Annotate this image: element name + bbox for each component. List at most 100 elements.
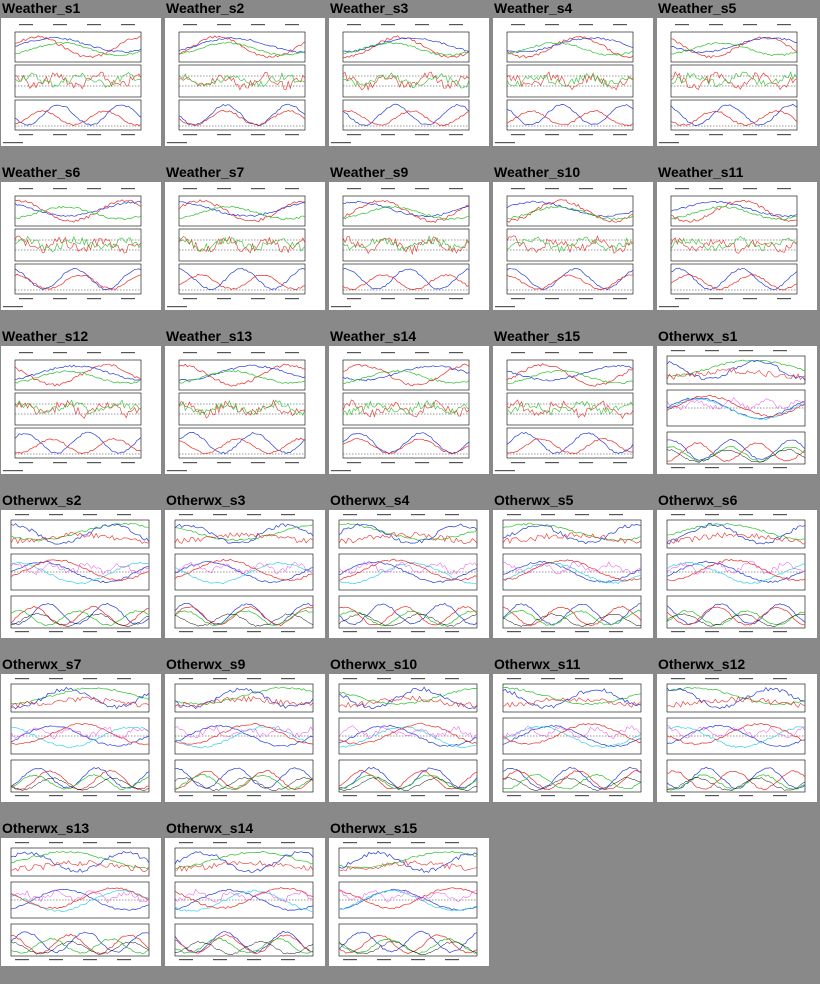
thumbnail-cell[interactable]: Otherwx_s7 xyxy=(0,656,164,820)
thumbnail-title[interactable]: Otherwx_s7 xyxy=(2,656,82,672)
thumbnail-title[interactable]: Weather_s12 xyxy=(2,328,89,344)
thumbnail-cell[interactable]: Weather_s13 xyxy=(164,328,328,492)
timeseries-plot-icon xyxy=(495,24,634,144)
thumbnail-cell[interactable]: Otherwx_s5 xyxy=(492,492,656,656)
thumbnail-cell[interactable]: Otherwx_s13 xyxy=(0,820,164,984)
thumbnail-title[interactable]: Weather_s6 xyxy=(2,164,81,180)
thumbnail-image[interactable] xyxy=(165,674,325,802)
thumbnail-image[interactable] xyxy=(657,346,817,474)
thumbnail-image[interactable] xyxy=(493,18,653,146)
timeseries-plot-icon xyxy=(331,188,470,308)
thumbnail-title[interactable]: Weather_s7 xyxy=(166,164,245,180)
thumbnail-cell[interactable]: Weather_s1 xyxy=(0,0,164,164)
thumbnail-image[interactable] xyxy=(329,674,489,802)
thumbnail-image[interactable] xyxy=(165,838,325,966)
thumbnail-title[interactable]: Weather_s9 xyxy=(330,164,409,180)
timeseries-plot-icon xyxy=(502,678,642,797)
timeseries-plot-icon xyxy=(666,350,806,469)
thumbnail-image[interactable] xyxy=(1,674,161,802)
thumbnail-image[interactable] xyxy=(657,182,817,310)
timeseries-plot-icon xyxy=(10,678,150,797)
thumbnail-image[interactable] xyxy=(493,182,653,310)
thumbnail-title[interactable]: Otherwx_s4 xyxy=(330,492,410,508)
thumbnail-title[interactable]: Otherwx_s11 xyxy=(494,656,581,672)
thumbnail-image[interactable] xyxy=(1,838,161,966)
thumbnail-cell[interactable]: Weather_s11 xyxy=(656,164,820,328)
timeseries-plot-icon xyxy=(3,352,142,472)
thumbnail-title[interactable]: Weather_s14 xyxy=(330,328,417,344)
thumbnail-title[interactable]: Otherwx_s5 xyxy=(494,492,574,508)
thumbnail-cell[interactable]: Otherwx_s14 xyxy=(164,820,328,984)
thumbnail-cell[interactable]: Weather_s12 xyxy=(0,328,164,492)
thumbnail-image[interactable] xyxy=(165,182,325,310)
thumbnail-title[interactable]: Otherwx_s6 xyxy=(658,492,738,508)
timeseries-plot-icon xyxy=(3,188,142,308)
thumbnail-image[interactable] xyxy=(1,182,161,310)
thumbnail-title[interactable]: Weather_s15 xyxy=(494,328,581,344)
thumbnail-title[interactable]: Otherwx_s12 xyxy=(658,656,746,672)
thumbnail-title[interactable]: Otherwx_s13 xyxy=(2,820,90,836)
thumbnail-cell[interactable]: Otherwx_s3 xyxy=(164,492,328,656)
thumbnail-image[interactable] xyxy=(329,182,489,310)
timeseries-plot-icon xyxy=(167,24,306,144)
thumbnail-title[interactable]: Otherwx_s2 xyxy=(2,492,82,508)
thumbnail-cell[interactable]: Weather_s14 xyxy=(328,328,492,492)
thumbnail-image[interactable] xyxy=(493,346,653,474)
thumbnail-cell[interactable]: Weather_s5 xyxy=(656,0,820,164)
thumbnail-image[interactable] xyxy=(329,510,489,638)
thumbnail-image[interactable] xyxy=(329,838,489,966)
thumbnail-cell[interactable]: Otherwx_s9 xyxy=(164,656,328,820)
thumbnail-title[interactable]: Weather_s3 xyxy=(330,0,409,16)
thumbnail-image[interactable] xyxy=(493,674,653,802)
thumbnail-cell[interactable]: Weather_s4 xyxy=(492,0,656,164)
timeseries-plot-icon xyxy=(167,352,306,472)
thumbnail-title[interactable]: Otherwx_s14 xyxy=(166,820,254,836)
thumbnail-title[interactable]: Weather_s5 xyxy=(658,0,737,16)
thumbnail-image[interactable] xyxy=(329,18,489,146)
thumbnail-image[interactable] xyxy=(1,18,161,146)
thumbnail-title[interactable]: Otherwx_s1 xyxy=(658,328,738,344)
thumbnail-cell[interactable]: Weather_s6 xyxy=(0,164,164,328)
thumbnail-cell[interactable]: Otherwx_s15 xyxy=(328,820,492,984)
thumbnail-image[interactable] xyxy=(657,18,817,146)
thumbnail-title[interactable]: Weather_s2 xyxy=(166,0,245,16)
thumbnail-image[interactable] xyxy=(1,346,161,474)
thumbnail-title[interactable]: Otherwx_s9 xyxy=(166,656,246,672)
thumbnail-cell[interactable]: Otherwx_s2 xyxy=(0,492,164,656)
thumbnail-title[interactable]: Weather_s1 xyxy=(2,0,81,16)
thumbnail-cell[interactable]: Weather_s3 xyxy=(328,0,492,164)
thumbnail-title[interactable]: Weather_s4 xyxy=(494,0,573,16)
thumbnail-image[interactable] xyxy=(329,346,489,474)
thumbnail-cell[interactable]: Weather_s10 xyxy=(492,164,656,328)
timeseries-plot-icon xyxy=(3,24,142,144)
thumbnail-cell[interactable]: Otherwx_s12 xyxy=(656,656,820,820)
thumbnail-cell[interactable]: Otherwx_s11 xyxy=(492,656,656,820)
thumbnail-title[interactable]: Weather_s10 xyxy=(494,164,581,180)
thumbnail-cell[interactable]: Weather_s2 xyxy=(164,0,328,164)
thumbnail-cell[interactable]: Otherwx_s4 xyxy=(328,492,492,656)
thumbnail-image[interactable] xyxy=(657,674,817,802)
timeseries-plot-icon xyxy=(338,678,478,797)
thumbnail-cell[interactable]: Otherwx_s1 xyxy=(656,328,820,492)
thumbnail-cell[interactable]: Weather_s9 xyxy=(328,164,492,328)
thumbnail-cell[interactable]: Otherwx_s10 xyxy=(328,656,492,820)
thumbnail-image[interactable] xyxy=(657,510,817,638)
thumbnail-image[interactable] xyxy=(1,510,161,638)
thumbnail-image[interactable] xyxy=(165,18,325,146)
timeseries-plot-icon xyxy=(331,24,470,144)
thumbnail-cell[interactable]: Weather_s15 xyxy=(492,328,656,492)
timeseries-plot-icon xyxy=(174,514,314,633)
thumbnail-cell[interactable]: Weather_s7 xyxy=(164,164,328,328)
thumbnail-image[interactable] xyxy=(165,346,325,474)
thumbnail-image[interactable] xyxy=(493,510,653,638)
thumbnail-image[interactable] xyxy=(165,510,325,638)
thumbnail-title[interactable]: Otherwx_s15 xyxy=(330,820,418,836)
thumbnail-title[interactable]: Weather_s13 xyxy=(166,328,253,344)
thumbnail-title[interactable]: Otherwx_s10 xyxy=(330,656,418,672)
timeseries-plot-icon xyxy=(10,842,150,961)
timeseries-plot-icon xyxy=(167,188,306,308)
timeseries-plot-icon xyxy=(174,842,314,961)
thumbnail-title[interactable]: Weather_s11 xyxy=(658,164,744,180)
thumbnail-cell[interactable]: Otherwx_s6 xyxy=(656,492,820,656)
thumbnail-title[interactable]: Otherwx_s3 xyxy=(166,492,246,508)
